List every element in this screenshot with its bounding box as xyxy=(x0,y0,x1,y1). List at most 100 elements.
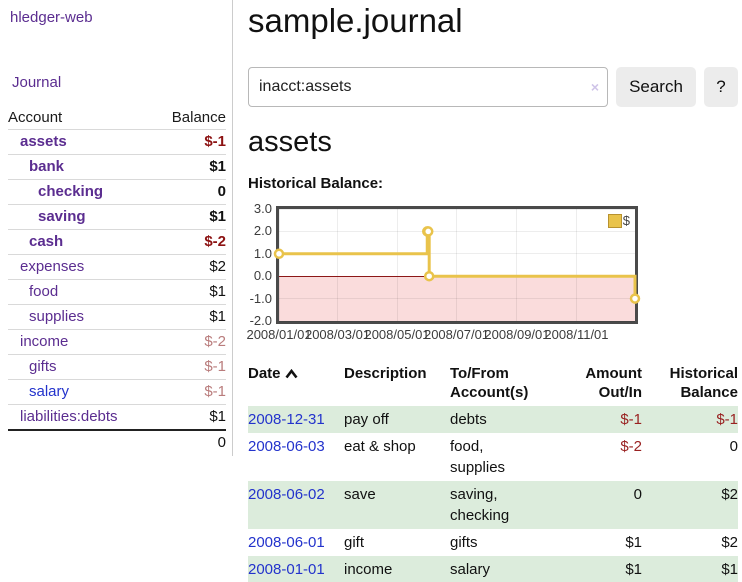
account-balance: $1 xyxy=(209,308,226,325)
accounts-table: Account Balance assets $-1 bank $1 check… xyxy=(8,106,226,455)
y-axis-label: 1.0 xyxy=(253,245,272,261)
account-balance: $1 xyxy=(209,408,226,425)
data-point-marker[interactable] xyxy=(423,270,435,282)
accounts-table-header: Account Balance xyxy=(8,106,226,130)
account-row[interactable]: cash $-2 xyxy=(8,229,226,255)
data-point-marker[interactable] xyxy=(629,293,641,304)
search-box: × xyxy=(248,67,608,107)
gridline-vertical xyxy=(278,209,280,321)
y-axis-label: 0.0 xyxy=(253,268,272,284)
transaction-row[interactable]: 2008-01-01 income salary $1 $1 xyxy=(248,556,738,582)
accounts-col-balance: Balance xyxy=(171,109,226,126)
account-balance: $2 xyxy=(209,258,226,275)
account-row[interactable]: assets $-1 xyxy=(8,129,226,155)
transaction-amount: $-1 xyxy=(620,411,642,428)
search-input[interactable] xyxy=(248,67,608,107)
transaction-amount: 0 xyxy=(633,486,642,503)
transaction-description: eat & shop xyxy=(344,438,416,455)
series-line xyxy=(279,229,637,299)
transaction-description: income xyxy=(344,561,393,578)
transaction-amount: $1 xyxy=(625,561,642,578)
transaction-date-link[interactable]: 2008-06-01 xyxy=(248,534,325,551)
transaction-accounts: gifts xyxy=(450,534,478,551)
account-link[interactable]: bank xyxy=(29,158,65,175)
account-balance: 0 xyxy=(217,183,226,200)
sidebar: hledger-web Journal Account Balance asse… xyxy=(0,0,233,456)
account-row[interactable]: saving $1 xyxy=(8,204,226,230)
col-date-label: Date xyxy=(248,365,281,382)
transaction-row[interactable]: 2008-06-02 save saving, checking 0 $2 xyxy=(248,481,738,529)
account-row[interactable]: expenses $2 xyxy=(8,254,226,280)
transaction-amount: $1 xyxy=(625,534,642,551)
transaction-date-link[interactable]: 2008-06-02 xyxy=(248,486,325,503)
account-link[interactable]: supplies xyxy=(29,308,85,325)
y-axis-label: 2.0 xyxy=(253,223,272,239)
brand-link[interactable]: hledger-web xyxy=(10,9,93,26)
account-row[interactable]: salary $-1 xyxy=(8,379,226,405)
clear-search-icon[interactable]: × xyxy=(590,79,599,95)
register-col-date[interactable]: Date xyxy=(248,362,344,406)
chart-title: Historical Balance: xyxy=(248,175,384,192)
register-header-row: Date Description To/From Account(s) Amou… xyxy=(248,362,738,406)
account-balance: $-1 xyxy=(204,133,226,150)
transaction-balance: $1 xyxy=(721,561,738,578)
y-axis-label: -2.0 xyxy=(249,313,272,328)
transaction-row[interactable]: 2008-12-31 pay off debts $-1 $-1 xyxy=(248,406,738,433)
transaction-balance: $2 xyxy=(721,534,738,551)
account-row[interactable]: food $1 xyxy=(8,279,226,305)
account-link[interactable]: liabilities:debts xyxy=(20,408,118,425)
account-row[interactable]: liabilities:debts $1 xyxy=(8,404,226,431)
register-col-amount: Amount Out/In xyxy=(585,365,642,401)
x-axis-label: 2008/05/01 xyxy=(364,327,430,342)
account-link[interactable]: checking xyxy=(38,183,104,200)
y-axis-label: -1.0 xyxy=(249,290,272,306)
account-link[interactable]: saving xyxy=(38,208,86,225)
transaction-date-link[interactable]: 2008-12-31 xyxy=(248,411,325,428)
main-content: sample.journal × Search ? assets Histori… xyxy=(246,0,738,582)
account-row[interactable]: gifts $-1 xyxy=(8,354,226,380)
transaction-row[interactable]: 2008-06-01 gift gifts $1 $2 xyxy=(248,529,738,556)
account-row[interactable]: income $-2 xyxy=(8,329,226,355)
series-layer xyxy=(273,226,641,304)
register-table: Date Description To/From Account(s) Amou… xyxy=(248,362,738,582)
account-link[interactable]: assets xyxy=(20,133,67,150)
account-balance: $1 xyxy=(209,208,226,225)
accounts-total-value: 0 xyxy=(217,434,226,451)
register-col-balance: Historical Balance xyxy=(669,365,738,401)
data-point-marker[interactable] xyxy=(422,226,434,237)
transaction-accounts: salary xyxy=(450,561,491,578)
account-link[interactable]: cash xyxy=(29,233,64,250)
account-heading: assets xyxy=(248,126,332,158)
transaction-row[interactable]: 2008-06-03 eat & shop food, supplies $-2… xyxy=(248,433,738,481)
legend-label: $ xyxy=(622,213,630,228)
help-button[interactable]: ? xyxy=(704,67,738,107)
search-button[interactable]: Search xyxy=(616,67,696,107)
account-link[interactable]: food xyxy=(29,283,59,300)
x-axis-label: 2008/09/01 xyxy=(484,327,550,342)
account-row[interactable]: checking 0 xyxy=(8,179,226,205)
gridline-horizontal xyxy=(279,320,635,322)
transaction-balance: 0 xyxy=(729,438,738,455)
account-link[interactable]: income xyxy=(20,333,69,350)
gridline-horizontal xyxy=(279,230,635,232)
accounts-col-account: Account xyxy=(8,109,63,126)
gridline-horizontal xyxy=(279,253,635,255)
page-title: sample.journal xyxy=(248,2,463,39)
transaction-date-link[interactable]: 2008-06-03 xyxy=(248,438,325,455)
search-bar: × Search ? xyxy=(248,67,738,107)
balance-chart[interactable]: 3.0 2.0 1.0 0.0 -1.0 -2.0 $2008/01/01 2008/03/0… xyxy=(246,201,738,349)
account-link[interactable]: salary xyxy=(29,383,70,400)
chart-plot[interactable]: $ xyxy=(273,206,641,324)
account-link[interactable]: gifts xyxy=(29,358,57,375)
transaction-accounts: saving, checking xyxy=(450,486,510,524)
sidebar-item-journal[interactable]: Journal xyxy=(12,74,62,91)
account-row[interactable]: supplies $1 xyxy=(8,304,226,330)
account-row[interactable]: bank $1 xyxy=(8,154,226,180)
account-link[interactable]: expenses xyxy=(20,258,85,275)
data-point-marker[interactable] xyxy=(273,248,285,260)
gridline-horizontal xyxy=(279,208,635,210)
gridline-horizontal xyxy=(279,298,635,300)
transaction-date-link[interactable]: 2008-01-01 xyxy=(248,561,325,578)
register-col-description: Description xyxy=(344,365,427,382)
